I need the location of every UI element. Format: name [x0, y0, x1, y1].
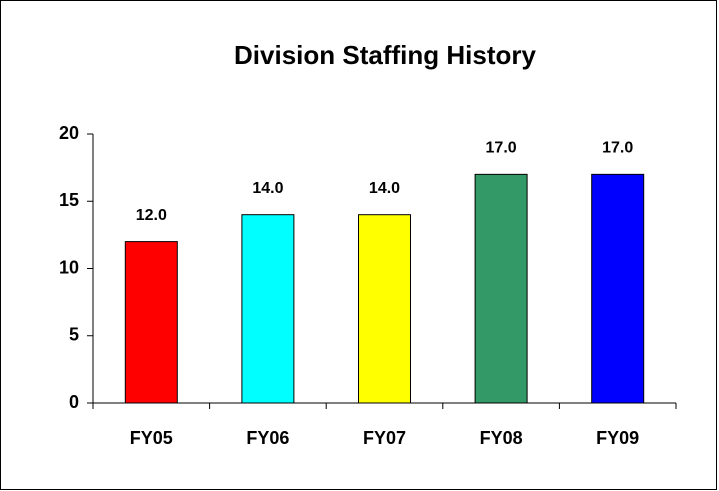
- bar: [241, 214, 295, 404]
- x-tick-label: FY05: [130, 428, 173, 448]
- y-tick-label: 5: [69, 325, 79, 345]
- y-tick-label: 20: [59, 123, 79, 143]
- x-tick-label: FY08: [480, 428, 523, 448]
- x-tick-label: FY07: [363, 428, 406, 448]
- y-tick-label: 15: [59, 190, 79, 210]
- y-tick-label: 10: [59, 257, 79, 277]
- value-label: 17.0: [486, 140, 517, 157]
- y-tick-label: 0: [69, 392, 79, 412]
- bar: [474, 173, 528, 404]
- x-tick-label: FY06: [246, 428, 289, 448]
- chart-title: Division Staffing History: [234, 40, 536, 70]
- value-label: 14.0: [252, 180, 283, 197]
- value-label: 14.0: [369, 180, 400, 197]
- bar: [358, 214, 411, 404]
- x-tick-label: FY09: [596, 428, 639, 448]
- value-label: 17.0: [602, 140, 633, 157]
- value-label: 12.0: [136, 207, 167, 224]
- bar: [124, 241, 178, 404]
- bar: [591, 173, 645, 404]
